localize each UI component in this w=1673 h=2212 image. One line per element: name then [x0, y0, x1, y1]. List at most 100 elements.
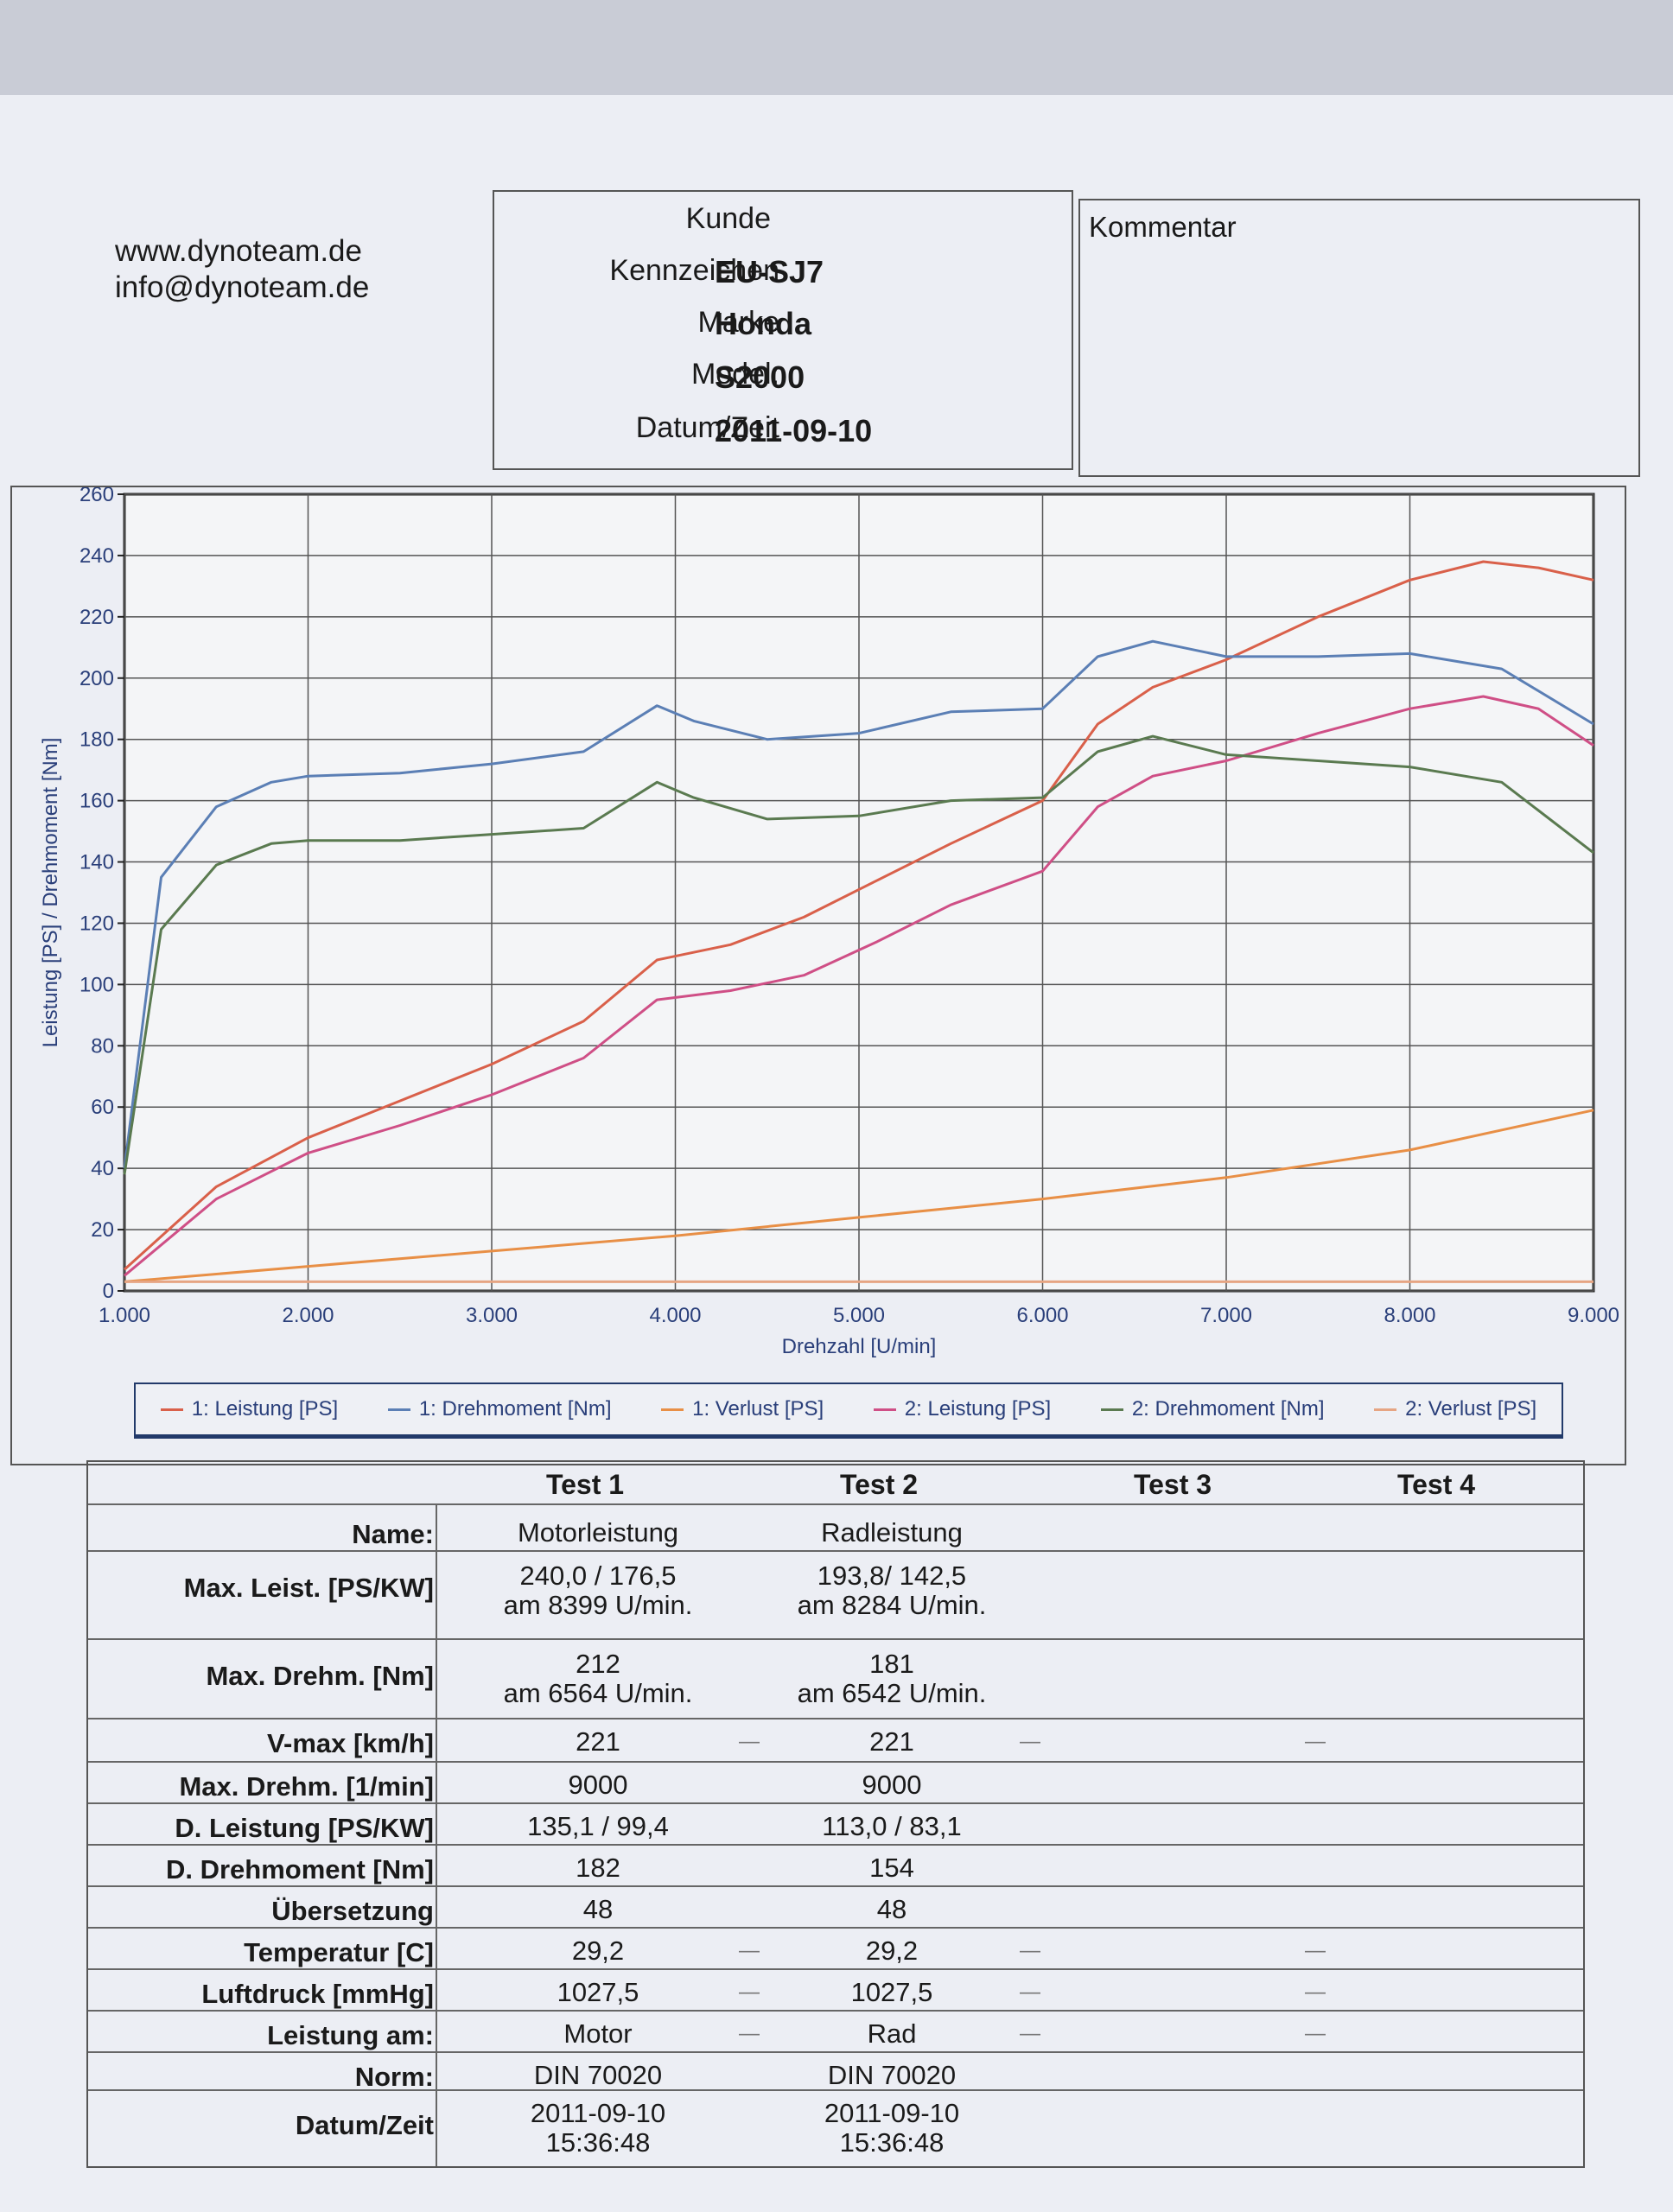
- results-table: Test 1 Test 2 Test 3 Test 4 Name: Motorleistu…: [86, 1460, 1585, 2168]
- test2-value: Radleistung: [821, 1517, 963, 1548]
- row-divider: [88, 1638, 1583, 1640]
- row-divider: [88, 2051, 1583, 2053]
- customer-box: Kunde Kennzeichen EU-SJ7 Marke Honda Mod…: [493, 190, 1073, 470]
- website-text: www.dynoteam.de: [115, 234, 362, 268]
- contact-info: www.dynoteam.de info@dynoteam.de: [115, 233, 369, 306]
- y-tick-label: 160: [80, 790, 114, 813]
- legend-label: 2: Verlust [PS]: [1405, 1397, 1537, 1421]
- empty-marker: —: [1305, 2022, 1326, 2045]
- row-label: Max. Drehm. [1/min]: [179, 1771, 434, 1802]
- chart-frame: 1.000 2.000 3.000 4.000 5.000 6.000 7.000 8.000…: [10, 486, 1626, 1465]
- row-label: Temperatur [C]: [244, 1937, 434, 1967]
- test2-value: 193,8/ 142,5: [817, 1560, 967, 1591]
- empty-marker: —: [739, 2022, 760, 2045]
- test2-value-sub: am 8284 U/min.: [797, 1590, 987, 1620]
- empty-marker: —: [739, 1730, 760, 1753]
- series-line: [124, 1109, 1594, 1283]
- row-divider: [88, 2089, 1583, 2091]
- test1-value: 48: [582, 1894, 614, 1924]
- y-tick-label: 120: [80, 912, 114, 935]
- test1-value: Motor: [563, 2018, 633, 2049]
- y-tick-label: 60: [91, 1096, 114, 1119]
- y-tick-label: 20: [91, 1218, 114, 1242]
- empty-marker: —: [1020, 1980, 1040, 2004]
- test2-value: 221: [869, 1726, 914, 1757]
- legend-item: 2: Verlust [PS]: [1374, 1397, 1536, 1421]
- x-tick-label: 1.000: [99, 1304, 150, 1327]
- y-tick-label: 0: [103, 1280, 114, 1303]
- legend-label: 2: Drehmoment [Nm]: [1131, 1397, 1325, 1421]
- row-divider: [88, 1968, 1583, 1970]
- comment-box: Kommentar: [1078, 199, 1640, 477]
- legend-label: 1: Drehmoment [Nm]: [418, 1397, 612, 1421]
- test1-value: 1027,5: [557, 1977, 639, 2007]
- series-line: [123, 639, 1594, 1169]
- legend-swatch: [1100, 1408, 1123, 1411]
- test1-value: 29,2: [571, 1936, 625, 1966]
- series-line: [123, 560, 1594, 1271]
- test2-value-sub: am 6542 U/min.: [797, 1678, 987, 1708]
- test2-value: 154: [869, 1853, 914, 1883]
- test1-value: Motorleistung: [517, 1517, 679, 1548]
- empty-marker: —: [739, 1939, 760, 1962]
- row-label: Datum/Zeit: [295, 2110, 434, 2140]
- y-tick-label: 180: [80, 728, 114, 752]
- y-tick-label: 80: [91, 1034, 114, 1058]
- marke-value: Honda: [715, 306, 811, 341]
- empty-marker: —: [1305, 1980, 1326, 2004]
- test1-value-sub: 15:36:48: [545, 2127, 651, 2158]
- empty-marker: —: [1020, 1730, 1040, 1753]
- row-divider: [88, 1927, 1583, 1929]
- kunde-label: Kunde: [685, 202, 771, 235]
- y-tick-label: 40: [91, 1157, 114, 1180]
- legend-item: 1: Drehmoment [Nm]: [387, 1397, 612, 1421]
- x-tick-label: 7.000: [1200, 1304, 1252, 1327]
- row-label: Max. Drehm. [Nm]: [206, 1661, 434, 1691]
- legend-swatch: [387, 1408, 410, 1411]
- chart-legend: 1: Leistung [PS] 1: Drehmoment [Nm] 1: Ver…: [134, 1382, 1563, 1439]
- legend-item: 2: Drehmoment [Nm]: [1100, 1397, 1325, 1421]
- y-tick-label: 140: [80, 851, 114, 874]
- dyno-chart: 1.000 2.000 3.000 4.000 5.000 6.000 7.000 8.000…: [39, 487, 1619, 1358]
- test-header: Test 4: [1396, 1469, 1476, 1500]
- x-tick-label: 9.000: [1568, 1304, 1619, 1327]
- datum-label: Datum/Zeit: [635, 411, 779, 444]
- test2-value: 29,2: [865, 1936, 919, 1966]
- kennzeichen-value: EU-SJ7: [715, 254, 824, 289]
- legend-swatch: [661, 1408, 684, 1411]
- column-divider: [436, 1505, 437, 2166]
- row-divider: [88, 1761, 1583, 1763]
- test2-value: 1027,5: [850, 1977, 933, 2007]
- row-label: Norm:: [354, 2062, 434, 2092]
- row-label: Übersetzung: [271, 1896, 434, 1926]
- row-label: D. Leistung [PS/KW]: [175, 1813, 434, 1843]
- x-axis-label: Drehzahl [U/min]: [782, 1335, 937, 1358]
- empty-marker: —: [1305, 1939, 1326, 1962]
- legend-swatch: [1374, 1408, 1397, 1411]
- row-label: Max. Leist. [PS/KW]: [183, 1573, 434, 1603]
- y-tick-label: 200: [80, 667, 114, 690]
- row-label: Luftdruck [mmHg]: [201, 1979, 434, 2009]
- y-tick-label: 220: [80, 606, 114, 629]
- email-text: info@dynoteam.de: [115, 270, 370, 304]
- legend-label: 2: Leistung [PS]: [904, 1397, 1052, 1421]
- y-tick-label: 240: [80, 544, 114, 568]
- row-label: Leistung am:: [267, 2020, 434, 2050]
- empty-marker: —: [1020, 2022, 1040, 2045]
- model-value: S2000: [715, 359, 805, 395]
- x-tick-label: 5.000: [833, 1304, 885, 1327]
- legend-label: 1: Verlust [PS]: [692, 1397, 824, 1421]
- x-tick-label: 2.000: [282, 1304, 334, 1327]
- test2-value: 48: [876, 1894, 907, 1924]
- test2-value: 2011-09-10: [824, 2098, 960, 2128]
- x-tick-label: 6.000: [1016, 1304, 1068, 1327]
- comment-label: Kommentar: [1089, 211, 1237, 243]
- test2-value: 181: [869, 1649, 914, 1679]
- model-label: Model:: [690, 358, 779, 391]
- test2-value-sub: 15:36:48: [839, 2127, 945, 2158]
- legend-swatch: [160, 1408, 183, 1411]
- test2-value: 9000: [862, 1770, 922, 1800]
- row-divider: [88, 2010, 1583, 2012]
- row-divider: [88, 1802, 1583, 1804]
- x-tick-label: 4.000: [649, 1304, 701, 1327]
